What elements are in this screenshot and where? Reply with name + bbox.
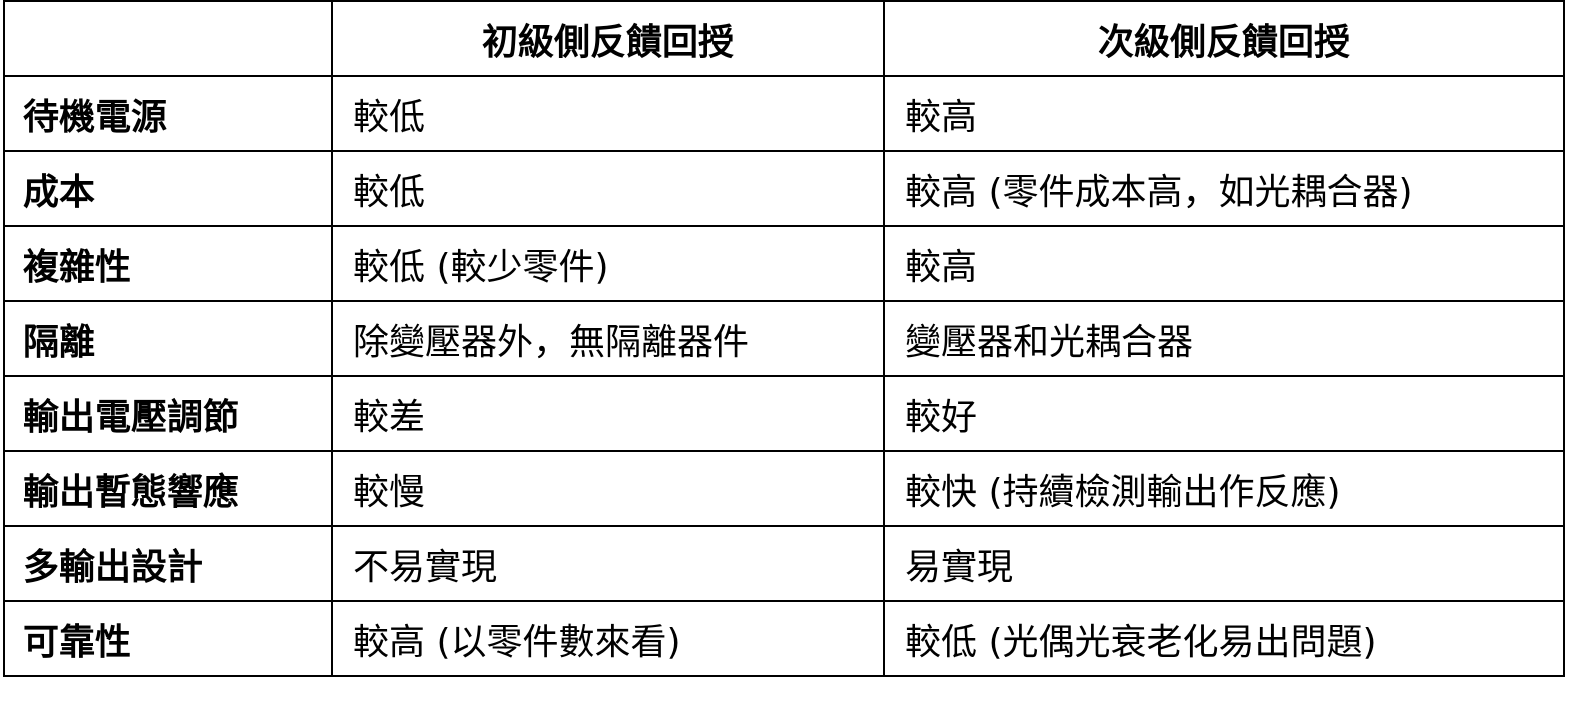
- header-corner: [3, 0, 333, 77]
- primary-cell: 較低 (較少零件): [331, 225, 885, 302]
- secondary-cell: 較高: [883, 225, 1565, 302]
- table-row: 輸出電壓調節 較差 較好: [3, 375, 1565, 452]
- table-row: 多輸出設計 不易實現 易實現: [3, 525, 1565, 602]
- table-row: 複雜性 較低 (較少零件) 較高: [3, 225, 1565, 302]
- row-label: 待機電源: [3, 75, 333, 152]
- primary-cell: 除變壓器外，無隔離器件: [331, 300, 885, 377]
- header-primary-feedback: 初級側反饋回授: [331, 0, 885, 77]
- primary-cell: 較低: [331, 75, 885, 152]
- primary-cell: 較高 (以零件數來看): [331, 600, 885, 677]
- primary-cell: 不易實現: [331, 525, 885, 602]
- comparison-table: 初級側反饋回授 次級側反饋回授 待機電源 較低 較高 成本 較低 較高 (零件成本高，如光…: [3, 0, 1565, 677]
- secondary-cell: 較快 (持續檢測輸出作反應): [883, 450, 1565, 527]
- secondary-cell: 易實現: [883, 525, 1565, 602]
- row-label: 隔離: [3, 300, 333, 377]
- secondary-cell: 較高 (零件成本高，如光耦合器): [883, 150, 1565, 227]
- primary-cell: 較差: [331, 375, 885, 452]
- table-row: 待機電源 較低 較高: [3, 75, 1565, 152]
- primary-cell: 較低: [331, 150, 885, 227]
- header-secondary-feedback: 次級側反饋回授: [883, 0, 1565, 77]
- secondary-cell: 較高: [883, 75, 1565, 152]
- table-row: 成本 較低 較高 (零件成本高，如光耦合器): [3, 150, 1565, 227]
- table-row: 可靠性 較高 (以零件數來看) 較低 (光偶光衰老化易出問題): [3, 600, 1565, 677]
- secondary-cell: 較好: [883, 375, 1565, 452]
- row-label: 多輸出設計: [3, 525, 333, 602]
- row-label: 輸出電壓調節: [3, 375, 333, 452]
- row-label: 複雜性: [3, 225, 333, 302]
- primary-cell: 較慢: [331, 450, 885, 527]
- row-label: 成本: [3, 150, 333, 227]
- row-label: 可靠性: [3, 600, 333, 677]
- row-label: 輸出暫態響應: [3, 450, 333, 527]
- secondary-cell: 變壓器和光耦合器: [883, 300, 1565, 377]
- secondary-cell: 較低 (光偶光衰老化易出問題): [883, 600, 1565, 677]
- table-row: 隔離 除變壓器外，無隔離器件 變壓器和光耦合器: [3, 300, 1565, 377]
- table-row: 輸出暫態響應 較慢 較快 (持續檢測輸出作反應): [3, 450, 1565, 527]
- header-row: 初級側反饋回授 次級側反饋回授: [3, 0, 1565, 77]
